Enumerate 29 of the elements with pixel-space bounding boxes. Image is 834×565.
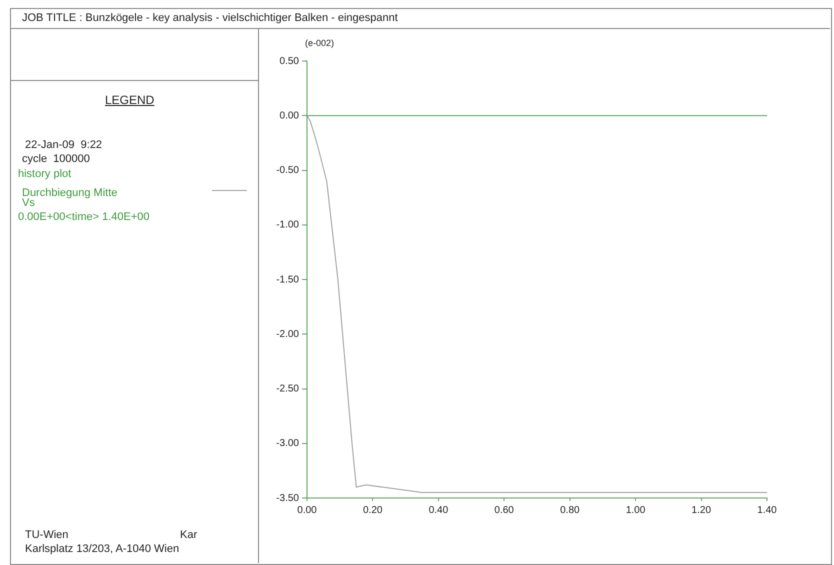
y-tick-label: -0.50: [276, 165, 300, 176]
x-tick-label: 1.00: [626, 504, 646, 516]
text: LEGEND: [105, 93, 154, 107]
text: history plot: [18, 168, 72, 180]
x-tick-label: 0.00: [297, 504, 318, 516]
y-tick-label: 0.50: [280, 56, 300, 67]
text: Karlsplatz 13/203, A-1040 Wien: [25, 543, 180, 555]
x-tick-label: 1.20: [692, 504, 712, 516]
x-tick-label: 0.80: [560, 504, 580, 516]
x-tick-label: 0.20: [362, 504, 383, 516]
text: 22-Jan-09 9:22: [25, 139, 102, 151]
y-tick-label: 0.00: [280, 110, 300, 122]
text: TU-Wien: [25, 529, 68, 541]
text: Vs: [22, 197, 35, 209]
y-tick-label: -2.00: [276, 328, 300, 340]
y-tick-label: -2.50: [276, 384, 300, 394]
y-tick-label: -1.50: [276, 274, 300, 286]
text: cycle 100000: [22, 153, 90, 165]
text: Durchbiegung Mitte: [22, 187, 118, 199]
text: JOB TITLE : Bunzkögele - key analysis - vielschichtiger Balken - eingespannt: [22, 12, 398, 24]
y-axis-title: (e-002): [305, 38, 334, 48]
text: Kar: [180, 529, 198, 541]
x-tick-label: 1.40: [757, 504, 778, 516]
x-tick-label: 0.40: [428, 504, 449, 516]
x-tick-label: 0.60: [494, 504, 514, 516]
text: 0.00E+00<time> 1.40E+00: [18, 211, 150, 223]
y-tick-label: -1.00: [276, 220, 300, 231]
y-tick-label: -3.50: [276, 492, 300, 504]
y-tick-label: -3.00: [276, 438, 300, 450]
